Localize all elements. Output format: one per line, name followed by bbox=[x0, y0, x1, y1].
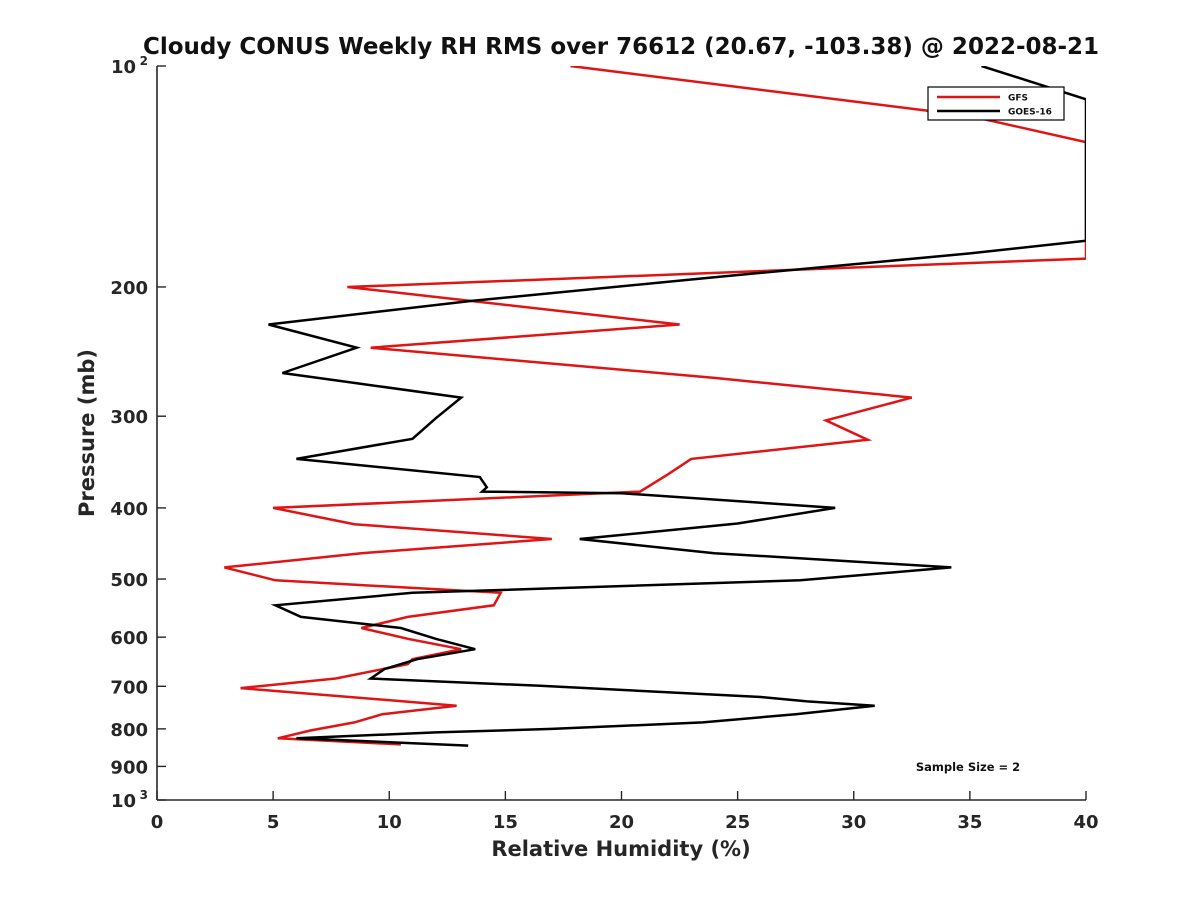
chart-title: Cloudy CONUS Weekly RH RMS over 76612 (2… bbox=[143, 34, 1099, 60]
y-tick-label: 300 bbox=[110, 407, 148, 428]
goes-16-series-line bbox=[268, 66, 1086, 747]
x-tick-label: 30 bbox=[841, 812, 866, 833]
y-tick-label: 800 bbox=[110, 720, 148, 741]
legend-label-gfs: GFS bbox=[1008, 94, 1028, 104]
y-tick-exponent: 2 bbox=[140, 54, 148, 68]
x-tick-label: 40 bbox=[1073, 812, 1098, 833]
y-tick-label: 10 bbox=[111, 791, 136, 812]
x-tick-label: 25 bbox=[725, 812, 750, 833]
axes-layer: 0 5 10 15 20 25 30 35 40 10 2 200 300 400 500 600 700 800… bbox=[110, 54, 1098, 833]
x-tick-label: 10 bbox=[377, 812, 402, 833]
y-tick-label: 600 bbox=[110, 628, 148, 649]
y-axis-label: Pressure (mb) bbox=[75, 349, 99, 517]
x-tick-label: 0 bbox=[151, 812, 164, 833]
legend-label-goes-16: GOES-16 bbox=[1008, 108, 1052, 118]
y-tick-label: 900 bbox=[110, 757, 148, 778]
y-tick-label: 500 bbox=[110, 570, 148, 591]
y-tick-label: 10 bbox=[111, 57, 136, 78]
x-tick-label: 20 bbox=[609, 812, 634, 833]
y-tick-label: 700 bbox=[110, 677, 148, 698]
legend: GFS GOES-16 bbox=[927, 86, 1065, 121]
sample-size-annotation: Sample Size = 2 bbox=[916, 760, 1020, 774]
legend-box bbox=[927, 86, 1065, 121]
x-axis-label: Relative Humidity (%) bbox=[491, 837, 750, 861]
x-tick-label: 35 bbox=[957, 812, 982, 833]
series-layer bbox=[224, 66, 1086, 747]
y-tick-exponent: 3 bbox=[140, 788, 148, 802]
gfs-series-line bbox=[224, 66, 1086, 746]
y-tick-label: 200 bbox=[110, 278, 148, 299]
x-tick-label: 5 bbox=[267, 812, 280, 833]
y-tick-label: 400 bbox=[110, 499, 148, 520]
x-tick-label: 15 bbox=[493, 812, 518, 833]
